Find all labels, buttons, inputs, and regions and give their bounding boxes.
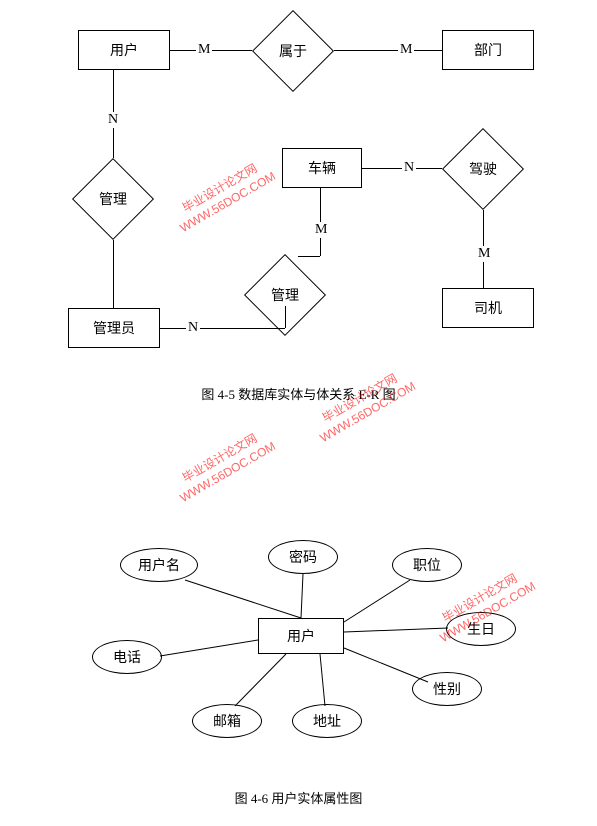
entity2-user-label: 用户: [287, 626, 315, 646]
attr-birthday: 生日: [446, 612, 516, 646]
diagram2-connectors: [0, 0, 597, 826]
label-vehicle-right-n: N: [402, 160, 416, 176]
label-drive-down-m: M: [476, 246, 492, 262]
entity2-user: 用户: [258, 618, 344, 654]
relation-manage1: 管理: [84, 170, 142, 228]
attr-address: 地址: [292, 704, 362, 738]
entity-vehicle-label: 车辆: [308, 158, 336, 178]
attr-address-label: 地址: [313, 711, 341, 731]
relation-manage1-label: 管理: [99, 189, 127, 209]
attr-gender: 性别: [412, 672, 482, 706]
attr-position: 职位: [392, 548, 462, 582]
entity-driver: 司机: [442, 288, 534, 328]
attr-position-label: 职位: [413, 555, 441, 575]
attr-phone-label: 电话: [113, 647, 141, 667]
entity-department: 部门: [442, 30, 534, 70]
entity-admin: 管理员: [68, 308, 160, 348]
label-belongs-left: M: [196, 42, 212, 58]
entity-vehicle: 车辆: [282, 148, 362, 188]
watermark-2: 毕业设计论文网WWW.56DOC.COM: [309, 365, 418, 446]
attr-email: 邮箱: [192, 704, 262, 738]
attr-birthday-label: 生日: [467, 619, 495, 639]
watermark-1: 毕业设计论文网WWW.56DOC.COM: [169, 155, 278, 236]
entity-admin-label: 管理员: [93, 318, 135, 338]
relation-drive: 驾驶: [454, 140, 512, 198]
er-diagram-container: 用户 部门 车辆 管理员 司机 属于 驾驶 管理 管理 M M N N M M …: [0, 0, 597, 826]
entity-user: 用户: [78, 30, 170, 70]
entity-department-label: 部门: [474, 40, 502, 60]
entity-driver-label: 司机: [474, 298, 502, 318]
entity-user-label: 用户: [110, 40, 138, 60]
attr-password: 密码: [268, 540, 338, 574]
attr-username-label: 用户名: [138, 555, 180, 575]
caption-diagram1: 图 4-5 数据库实体与体关系 E-R 图: [0, 384, 597, 403]
label-belongs-right: M: [398, 42, 414, 58]
relation-belongs: 属于: [264, 22, 322, 80]
attr-email-label: 邮箱: [213, 711, 241, 731]
attr-phone: 电话: [92, 640, 162, 674]
label-vehicle-down-m: M: [313, 222, 329, 238]
attr-gender-label: 性别: [433, 679, 461, 699]
relation-drive-label: 驾驶: [469, 159, 497, 179]
caption-diagram2: 图 4-6 用户实体属性图: [0, 788, 597, 807]
label-user-down-n: N: [106, 112, 120, 128]
attr-username: 用户名: [120, 548, 198, 582]
label-admin-right-n: N: [186, 320, 200, 336]
watermark-3: 毕业设计论文网WWW.56DOC.COM: [169, 425, 278, 506]
relation-belongs-label: 属于: [279, 41, 307, 61]
attr-password-label: 密码: [289, 547, 317, 567]
relation-manage2-label: 管理: [271, 285, 299, 305]
